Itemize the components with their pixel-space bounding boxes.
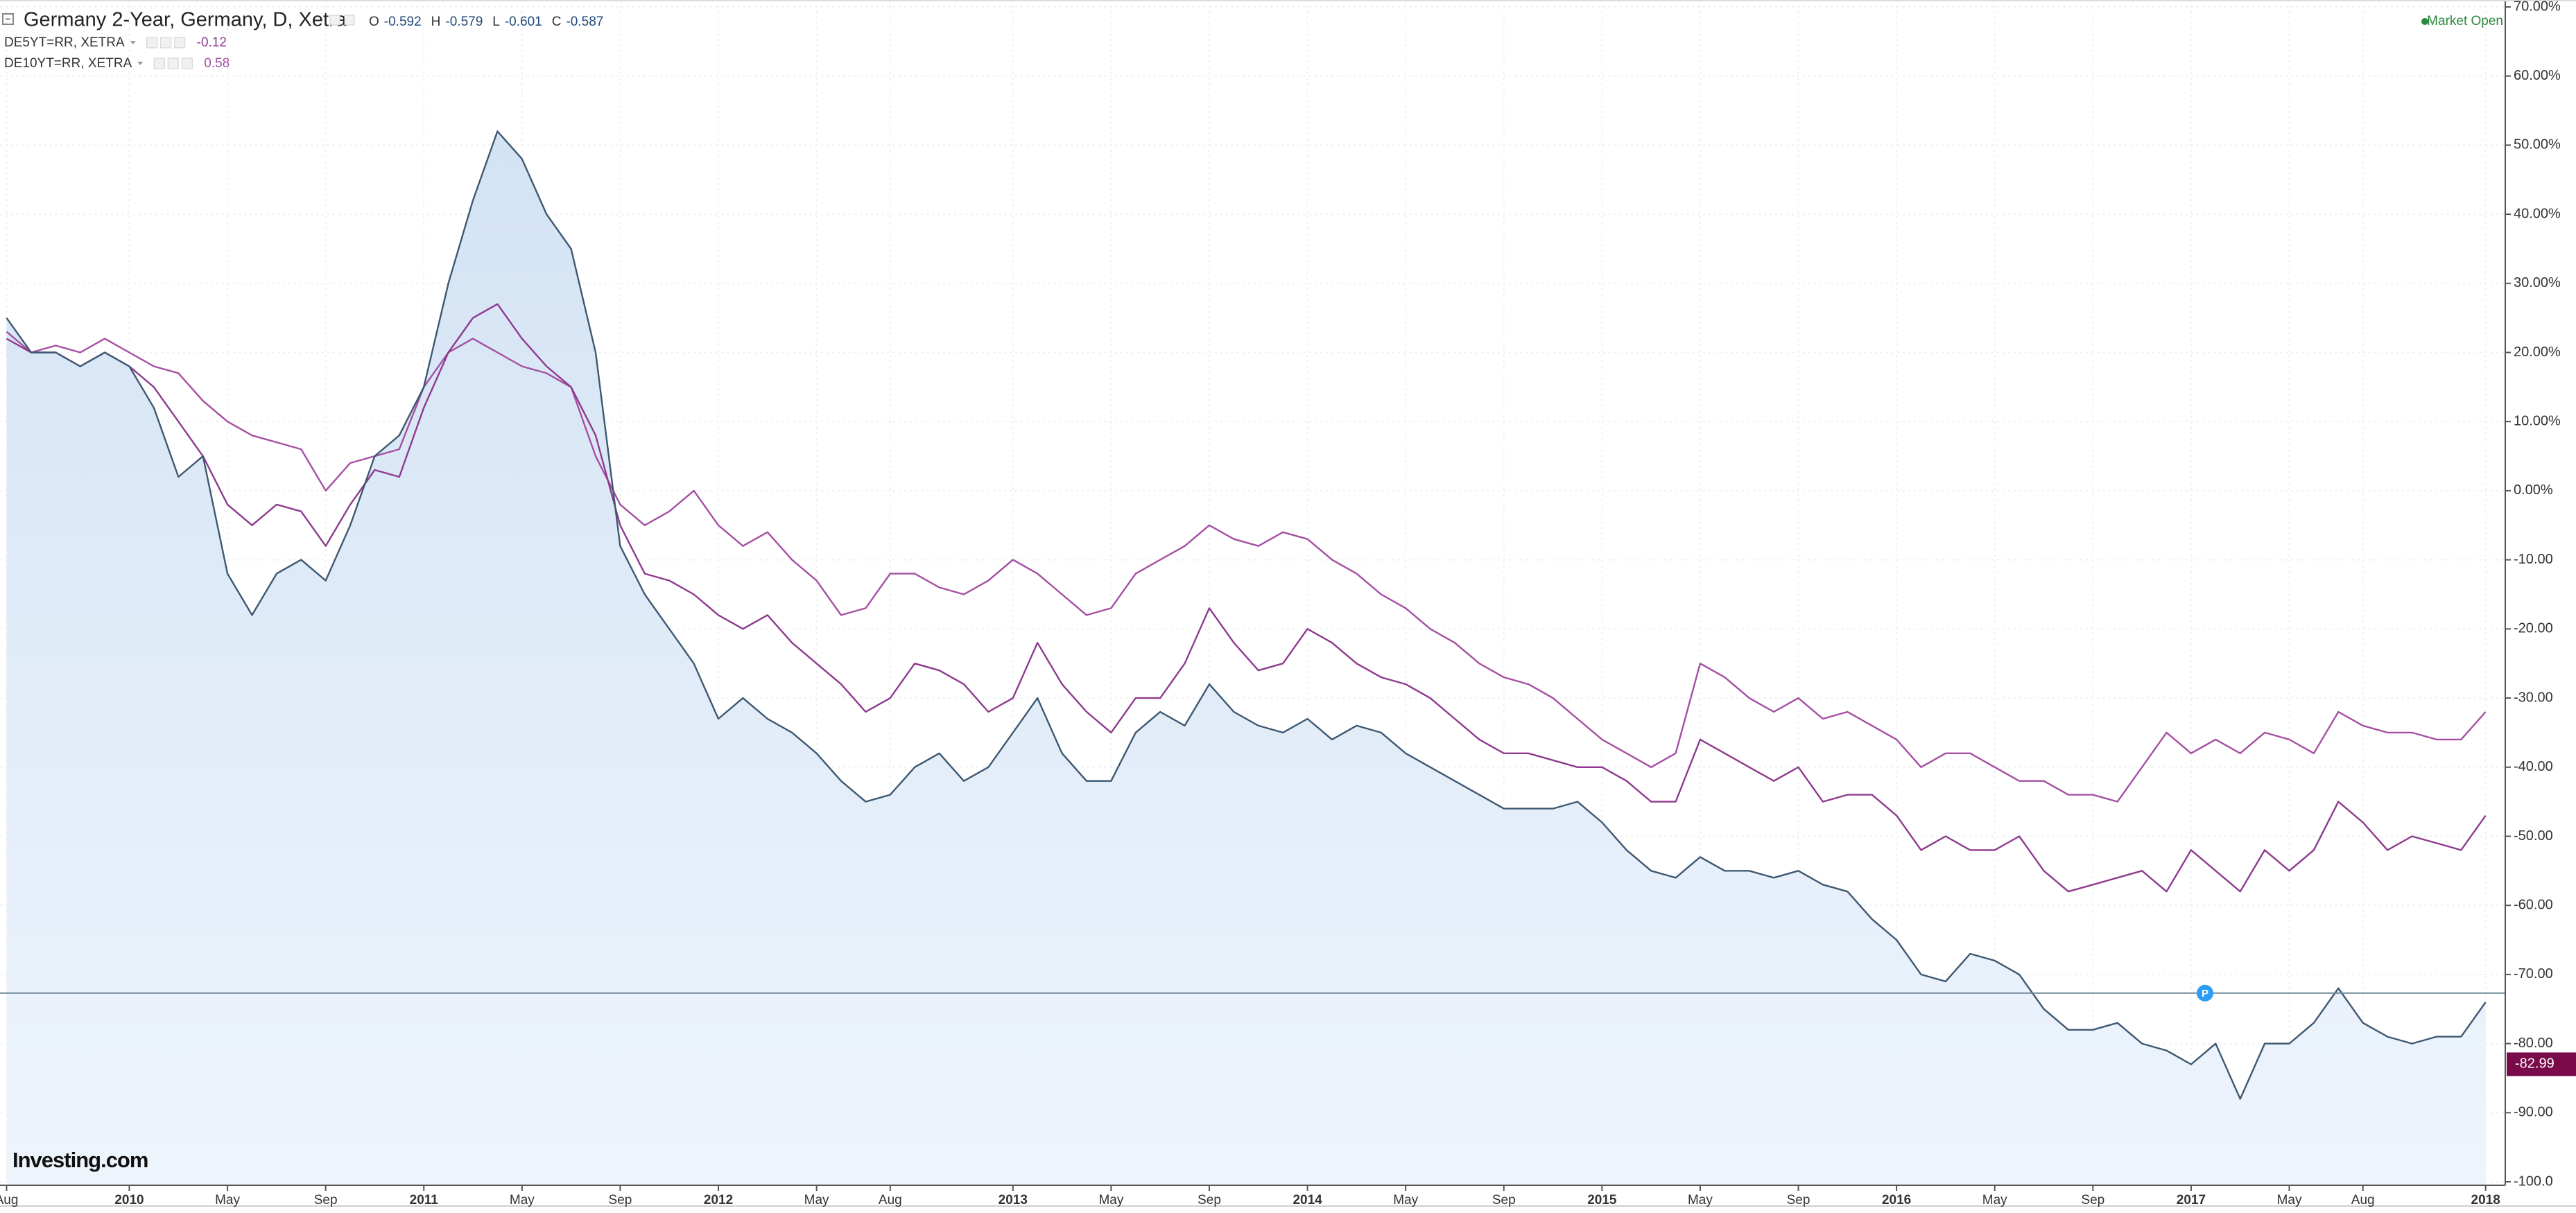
ohlc-label: L <box>492 15 500 29</box>
x-tick-label: May <box>510 1193 535 1207</box>
line <box>6 331 2487 803</box>
legend-caret <box>137 62 144 65</box>
x-tick-label: Aug <box>2351 1193 2375 1207</box>
legend-label: DE5YT=RR, XETRA <box>4 35 125 50</box>
hide-icon[interactable] <box>344 15 355 26</box>
x-tick-label: 2010 <box>114 1193 144 1207</box>
x-tick-label: Sep <box>609 1193 632 1207</box>
price-tag-label: -82.99 <box>2515 1056 2555 1072</box>
y-tick-label: 70.00% <box>2514 0 2561 14</box>
x-tick-label: 2011 <box>410 1193 439 1207</box>
x-tick-label: 2014 <box>1293 1193 1322 1207</box>
legend-icon[interactable] <box>153 58 165 69</box>
y-tick-label: 40.00% <box>2514 206 2561 221</box>
plot-area <box>0 130 2505 1185</box>
y-tick-label: -100.0 <box>2514 1173 2553 1189</box>
logo: Investing.com <box>12 1148 148 1172</box>
x-tick-label: May <box>1982 1193 2007 1207</box>
y-tick-label: 20.00% <box>2514 344 2561 360</box>
legend-icon[interactable] <box>160 37 172 49</box>
y-tick-label: -30.00 <box>2514 690 2553 705</box>
x-tick-label: Sep <box>314 1193 338 1207</box>
status-dot <box>2421 18 2428 25</box>
x-tick-label: May <box>804 1193 829 1207</box>
ohlc-label: O <box>369 15 379 29</box>
market-status: Market Open <box>2427 14 2503 28</box>
y-tick-label: -70.00 <box>2514 966 2553 981</box>
x-tick-label: 2016 <box>1882 1193 1911 1207</box>
header-icons <box>329 15 355 26</box>
x-tick-label: May <box>215 1193 240 1207</box>
x-tick-label: 2017 <box>2177 1193 2206 1207</box>
settings-icon[interactable] <box>329 15 340 26</box>
ohlc-value: -0.592 <box>384 15 422 29</box>
legend: DE5YT=RR, XETRA -0.12 DE10YT=RR, XETRA 0.58 <box>4 35 230 71</box>
legend-label: DE10YT=RR, XETRA <box>4 56 132 71</box>
x-tick-label: May <box>1688 1193 1713 1207</box>
x-tick-label: May <box>1393 1193 1418 1207</box>
x-tick-label: 2015 <box>1587 1193 1617 1207</box>
ohlc-value: -0.579 <box>445 15 483 29</box>
y-tick-label: 60.00% <box>2514 68 2561 83</box>
ohlc-value: -0.587 <box>566 15 603 29</box>
x-tick-label: Aug <box>0 1193 18 1207</box>
y-tick-label: -60.00 <box>2514 897 2553 912</box>
line <box>6 130 2487 1100</box>
ohlc-group: O -0.592 H -0.579 L -0.601 C -0.587 <box>369 15 603 29</box>
x-tick-label: Sep <box>2081 1193 2104 1207</box>
ohlc-label: H <box>431 15 441 29</box>
x-tick-label: Sep <box>1492 1193 1516 1207</box>
legend-icon[interactable] <box>167 58 179 69</box>
x-tick-label: 2018 <box>2471 1193 2500 1207</box>
ohlc-value: -0.601 <box>505 15 542 29</box>
y-tick-label: 0.00% <box>2514 482 2553 498</box>
y-tick-label: -20.00 <box>2514 621 2553 636</box>
x-tick-label: May <box>2277 1193 2302 1207</box>
line <box>6 303 2487 893</box>
chart-title: Germany 2-Year, Germany, D, Xetra <box>24 9 347 31</box>
y-tick-label: -40.00 <box>2514 759 2553 774</box>
collapse-icon[interactable] <box>2 13 14 25</box>
x-tick-label: Sep <box>1198 1193 1221 1207</box>
legend-icon[interactable] <box>174 37 186 49</box>
y-tick-label: -50.00 <box>2514 828 2553 844</box>
y-tick-label: 30.00% <box>2514 275 2561 290</box>
event-marker[interactable] <box>2197 984 2213 1002</box>
y-tick-label: -90.00 <box>2514 1105 2553 1120</box>
x-tick-label: May <box>1098 1193 1123 1207</box>
y-tick-label: 10.00% <box>2514 414 2561 429</box>
x-tick-label: 2012 <box>704 1193 733 1207</box>
y-tick-label: 50.00% <box>2514 137 2561 152</box>
legend-icon[interactable] <box>146 37 158 49</box>
legend-value: -0.12 <box>197 35 227 50</box>
ohlc-label: C <box>552 15 562 29</box>
x-tick-label: Aug <box>879 1193 902 1207</box>
x-tick-label: 2013 <box>999 1193 1028 1207</box>
area <box>6 131 2486 1185</box>
legend-value: 0.58 <box>204 56 230 71</box>
event-marker-label: P <box>2202 988 2208 1000</box>
price-tag <box>2507 1052 2576 1076</box>
legend-caret <box>130 41 136 44</box>
y-tick-label: -80.00 <box>2514 1036 2553 1051</box>
y-tick-label: -10.00 <box>2514 552 2553 567</box>
legend-icon[interactable] <box>181 58 193 69</box>
x-tick-label: Sep <box>1787 1193 1810 1207</box>
